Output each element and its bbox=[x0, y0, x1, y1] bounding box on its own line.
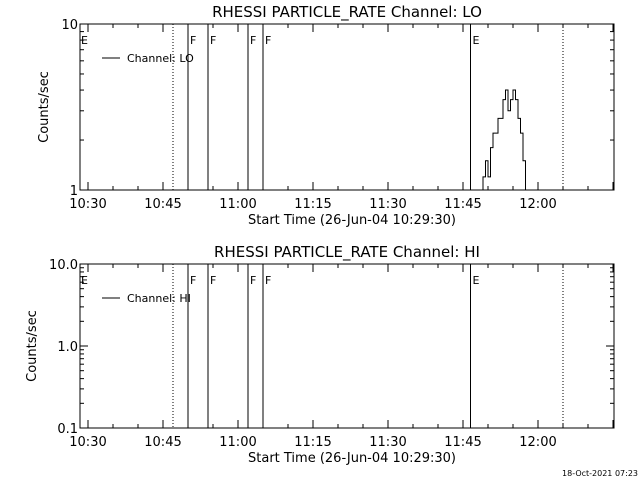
plot-frame bbox=[79, 23, 615, 191]
x-tick-label: 11:15 bbox=[294, 435, 331, 450]
x-tick-label: 12:00 bbox=[519, 435, 556, 450]
event-marker-label: F bbox=[190, 34, 196, 47]
x-tick-label: 10:45 bbox=[144, 197, 181, 212]
x-tick-label: 11:15 bbox=[294, 197, 331, 212]
x-tick-label: 12:00 bbox=[519, 197, 556, 212]
plot-frame bbox=[79, 263, 615, 429]
y-axis-label: Counts/sec bbox=[25, 310, 40, 382]
x-tick-label: 11:45 bbox=[444, 197, 481, 212]
event-marker-label: E bbox=[81, 34, 88, 47]
event-marker-label: F bbox=[265, 274, 271, 287]
event-marker-label: E bbox=[473, 274, 480, 287]
event-marker-label: F bbox=[250, 274, 256, 287]
event-marker-label: E bbox=[81, 274, 88, 287]
event-marker-label: F bbox=[265, 34, 271, 47]
x-tick-label: 10:30 bbox=[69, 197, 106, 212]
y-tick-label: 0.1 bbox=[57, 422, 78, 437]
timestamp: 18-Oct-2021 07:23 bbox=[562, 469, 638, 478]
x-axis-label: Start Time (26-Jun-04 10:29:30) bbox=[248, 451, 456, 466]
x-tick-label: 11:00 bbox=[219, 435, 256, 450]
y-tick-label: 1.0 bbox=[57, 340, 78, 355]
legend-label: Channel: HI bbox=[127, 292, 191, 305]
x-tick-label: 10:45 bbox=[144, 435, 181, 450]
chart-title: RHESSI PARTICLE_RATE Channel: LO bbox=[212, 3, 482, 22]
y-tick-label: 1 bbox=[70, 184, 78, 199]
y-tick-label: 10.0 bbox=[49, 258, 78, 273]
event-marker-label: F bbox=[210, 34, 216, 47]
chart-panel-1: RHESSI PARTICLE_RATE Channel: LO 10:30 10:… bbox=[37, 3, 615, 228]
y-tick-label: 10 bbox=[61, 18, 78, 33]
event-marker-label: F bbox=[250, 34, 256, 47]
x-tick-label: 11:30 bbox=[369, 197, 406, 212]
series-line bbox=[482, 89, 529, 190]
event-marker-label: F bbox=[210, 274, 216, 287]
event-marker-label: E bbox=[473, 34, 480, 47]
chart-panel-2: RHESSI PARTICLE_RATE Channel: HI 10:30 10:… bbox=[25, 243, 615, 466]
x-axis-label: Start Time (26-Jun-04 10:29:30) bbox=[248, 213, 456, 228]
event-marker-label: F bbox=[190, 274, 196, 287]
legend-label: Channel: LO bbox=[127, 52, 194, 65]
y-axis-label: Counts/sec bbox=[37, 71, 52, 143]
x-tick-label: 11:00 bbox=[219, 197, 256, 212]
x-tick-label: 11:45 bbox=[444, 435, 481, 450]
x-tick-label: 10:30 bbox=[69, 435, 106, 450]
chart-title: RHESSI PARTICLE_RATE Channel: HI bbox=[214, 243, 480, 262]
x-tick-label: 11:30 bbox=[369, 435, 406, 450]
